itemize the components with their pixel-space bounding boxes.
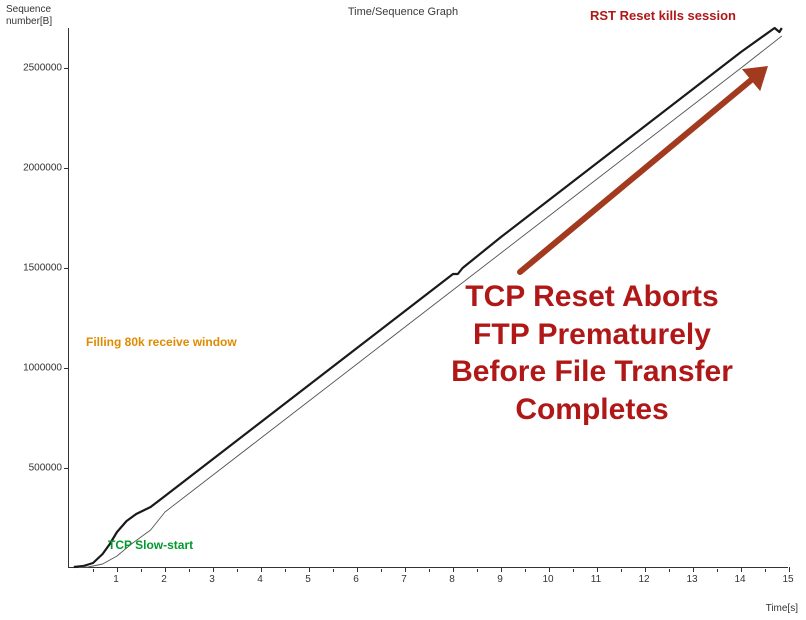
x-tick-label: 9 xyxy=(497,574,503,585)
x-tick-mark xyxy=(405,567,406,572)
x-tick-mark xyxy=(453,567,454,572)
x-minor-tick-mark xyxy=(669,569,670,572)
chart-container: { "chart": { "type": "line", "title": "T… xyxy=(0,0,806,620)
x-minor-tick-mark xyxy=(381,569,382,572)
x-tick-label: 3 xyxy=(209,574,215,585)
x-tick-label: 6 xyxy=(353,574,359,585)
x-minor-tick-mark xyxy=(621,569,622,572)
x-minor-tick-mark xyxy=(429,569,430,572)
rst-reset-annotation: RST Reset kills session xyxy=(590,8,736,23)
y-tick-mark xyxy=(64,468,69,469)
x-tick-label: 10 xyxy=(542,574,553,585)
x-tick-mark xyxy=(789,567,790,572)
x-tick-mark xyxy=(741,567,742,572)
x-tick-mark xyxy=(549,567,550,572)
x-minor-tick-mark xyxy=(573,569,574,572)
x-tick-label: 4 xyxy=(257,574,263,585)
x-minor-tick-mark xyxy=(525,569,526,572)
x-tick-mark xyxy=(213,567,214,572)
x-tick-label: 15 xyxy=(782,574,793,585)
y-tick-label: 1500000 xyxy=(6,263,62,274)
y-axis-label: Sequence number[B] xyxy=(6,4,52,28)
x-tick-label: 11 xyxy=(591,574,601,585)
y-tick-mark xyxy=(64,68,69,69)
x-minor-tick-mark xyxy=(93,569,94,572)
x-axis-label: Time[s] xyxy=(766,603,798,614)
x-tick-label: 13 xyxy=(686,574,697,585)
x-tick-label: 5 xyxy=(305,574,311,585)
x-tick-label: 12 xyxy=(638,574,649,585)
big-text-line: FTP Prematurely xyxy=(392,316,792,354)
x-tick-label: 7 xyxy=(401,574,407,585)
big-text-line: Completes xyxy=(392,391,792,429)
y-tick-mark xyxy=(64,368,69,369)
x-tick-mark xyxy=(261,567,262,572)
x-tick-mark xyxy=(597,567,598,572)
x-tick-mark xyxy=(165,567,166,572)
x-minor-tick-mark xyxy=(285,569,286,572)
x-minor-tick-mark xyxy=(765,569,766,572)
y-tick-label: 2000000 xyxy=(6,163,62,174)
big-text-line: Before File Transfer xyxy=(392,353,792,391)
x-minor-tick-mark xyxy=(189,569,190,572)
x-tick-label: 8 xyxy=(449,574,455,585)
y-tick-label: 500000 xyxy=(6,463,62,474)
tcp-reset-big-text: TCP Reset AbortsFTP PrematurelyBefore Fi… xyxy=(392,278,792,428)
x-minor-tick-mark xyxy=(237,569,238,572)
x-tick-mark xyxy=(357,567,358,572)
y-tick-mark xyxy=(64,168,69,169)
y-tick-label: 2500000 xyxy=(6,63,62,74)
x-tick-label: 1 xyxy=(113,574,119,585)
x-tick-mark xyxy=(645,567,646,572)
x-tick-mark xyxy=(693,567,694,572)
x-minor-tick-mark xyxy=(333,569,334,572)
slow-start-annotation: TCP Slow-start xyxy=(108,538,193,552)
x-minor-tick-mark xyxy=(141,569,142,572)
x-tick-mark xyxy=(501,567,502,572)
x-tick-mark xyxy=(309,567,310,572)
fill-window-annotation: Filling 80k receive window xyxy=(86,335,237,349)
x-minor-tick-mark xyxy=(717,569,718,572)
x-minor-tick-mark xyxy=(477,569,478,572)
x-tick-label: 2 xyxy=(161,574,167,585)
x-tick-label: 14 xyxy=(734,574,745,585)
y-tick-mark xyxy=(64,268,69,269)
x-tick-mark xyxy=(117,567,118,572)
big-text-line: TCP Reset Aborts xyxy=(392,278,792,316)
y-tick-label: 1000000 xyxy=(6,363,62,374)
